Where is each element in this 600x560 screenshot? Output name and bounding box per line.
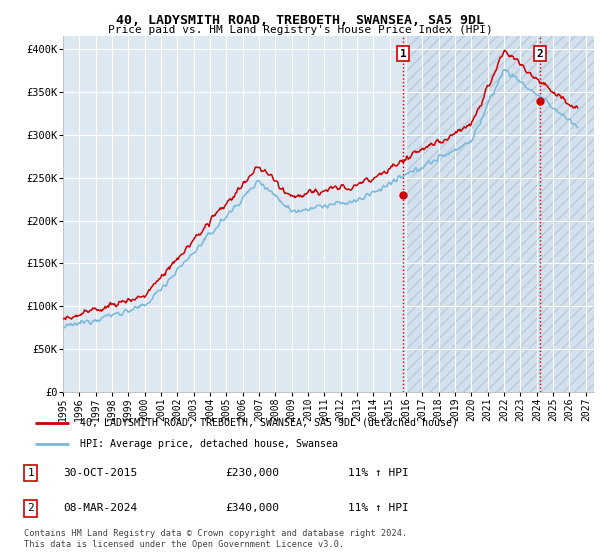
Text: Price paid vs. HM Land Registry's House Price Index (HPI): Price paid vs. HM Land Registry's House … (107, 25, 493, 35)
Text: 1: 1 (400, 49, 407, 59)
Text: 2: 2 (28, 503, 34, 514)
Text: 1: 1 (28, 468, 34, 478)
Bar (406, 36, 594, 392)
Text: 11% ↑ HPI: 11% ↑ HPI (347, 468, 409, 478)
Text: Contains HM Land Registry data © Crown copyright and database right 2024.
This d: Contains HM Land Registry data © Crown c… (24, 529, 407, 549)
Text: 08-MAR-2024: 08-MAR-2024 (63, 503, 137, 514)
Text: 40, LADYSMITH ROAD, TREBOETH, SWANSEA, SA5 9DL (detached house): 40, LADYSMITH ROAD, TREBOETH, SWANSEA, S… (80, 418, 458, 428)
Text: 2: 2 (536, 49, 543, 59)
Text: 11% ↑ HPI: 11% ↑ HPI (347, 503, 409, 514)
Bar (406, 36, 594, 392)
Text: 40, LADYSMITH ROAD, TREBOETH, SWANSEA, SA5 9DL: 40, LADYSMITH ROAD, TREBOETH, SWANSEA, S… (116, 14, 484, 27)
Text: £230,000: £230,000 (225, 468, 279, 478)
Text: 30-OCT-2015: 30-OCT-2015 (63, 468, 137, 478)
Text: £340,000: £340,000 (225, 503, 279, 514)
Text: HPI: Average price, detached house, Swansea: HPI: Average price, detached house, Swan… (80, 439, 338, 449)
